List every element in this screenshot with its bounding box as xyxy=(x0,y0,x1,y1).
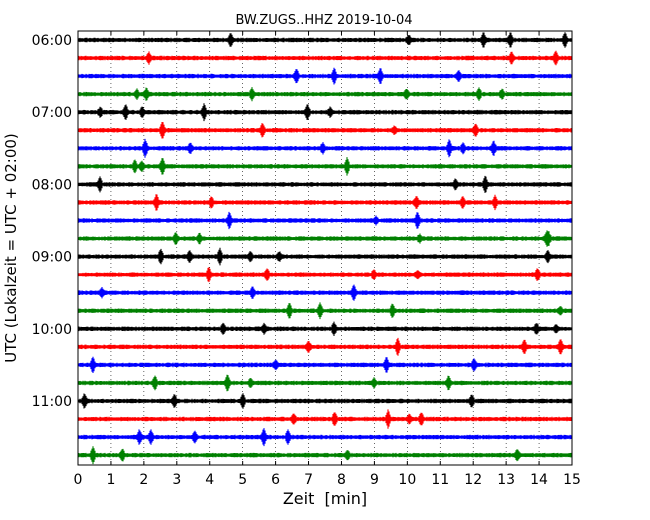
x-tick-label: 14 xyxy=(530,472,548,488)
x-tick-label: 0 xyxy=(74,472,83,488)
x-tick-label: 9 xyxy=(370,472,379,488)
seismogram-trace xyxy=(78,337,572,356)
x-tick-label: 6 xyxy=(271,472,280,488)
seismogram-trace xyxy=(78,393,572,409)
seismogram-trace xyxy=(78,211,572,230)
x-tick-label: 5 xyxy=(238,472,247,488)
y-tick-label: 06:00 xyxy=(32,33,72,49)
seismogram-trace xyxy=(78,122,572,139)
seismogram-traces xyxy=(78,32,572,465)
seismogram-trace xyxy=(78,138,572,158)
seismogram-trace xyxy=(78,247,572,266)
x-tick-label: 7 xyxy=(304,472,313,488)
plot-frame xyxy=(77,30,573,466)
seismogram-trace xyxy=(78,175,572,193)
y-axis: 06:00 07:00 08:00 09:00 10:00 11:00 xyxy=(32,33,572,410)
chart-title: BW.ZUGS..HHZ 2019-10-04 xyxy=(235,13,412,28)
seismogram-trace xyxy=(78,374,572,392)
seismogram-trace xyxy=(78,302,572,320)
seismogram-trace xyxy=(78,87,572,102)
grid-lines xyxy=(110,31,540,465)
x-axis: 0 1 2 3 4 5 6 7 8 9 10 11 12 13 14 15 xyxy=(74,31,581,488)
seismogram-trace xyxy=(78,409,572,429)
y-tick-label: 08:00 xyxy=(32,177,72,193)
x-tick-label: 10 xyxy=(398,472,416,488)
x-tick-label: 3 xyxy=(172,472,181,488)
seismogram-trace xyxy=(78,50,572,66)
seismogram-trace xyxy=(78,428,572,447)
y-tick-label: 10:00 xyxy=(32,322,72,338)
seismogram-trace xyxy=(78,230,572,247)
x-tick-label: 15 xyxy=(563,472,581,488)
seismogram-trace xyxy=(78,284,572,301)
seismogram-trace xyxy=(78,32,572,48)
seismogram-trace xyxy=(78,446,572,465)
x-tick-label: 4 xyxy=(205,472,214,488)
y-tick-label: 11:00 xyxy=(32,394,72,410)
x-tick-label: 1 xyxy=(106,472,115,488)
x-tick-label: 8 xyxy=(337,472,346,488)
seismogram-trace xyxy=(78,157,572,176)
y-tick-label: 09:00 xyxy=(32,250,72,266)
y-axis-label: UTC (Lokalzeit = UTC + 02:00) xyxy=(2,133,20,363)
seismogram-trace xyxy=(78,356,572,373)
seismogram-trace xyxy=(78,267,572,283)
x-tick-label: 13 xyxy=(497,472,515,488)
x-tick-label: 2 xyxy=(139,472,148,488)
seismogram-trace xyxy=(78,321,572,336)
x-axis-label: Zeit [min] xyxy=(283,489,367,508)
seismogram-trace xyxy=(78,194,572,211)
seismogram-trace xyxy=(78,103,572,122)
x-tick-label: 12 xyxy=(464,472,482,488)
y-tick-label: 07:00 xyxy=(32,105,72,121)
x-tick-label: 11 xyxy=(431,472,449,488)
seismogram-trace xyxy=(78,67,572,85)
